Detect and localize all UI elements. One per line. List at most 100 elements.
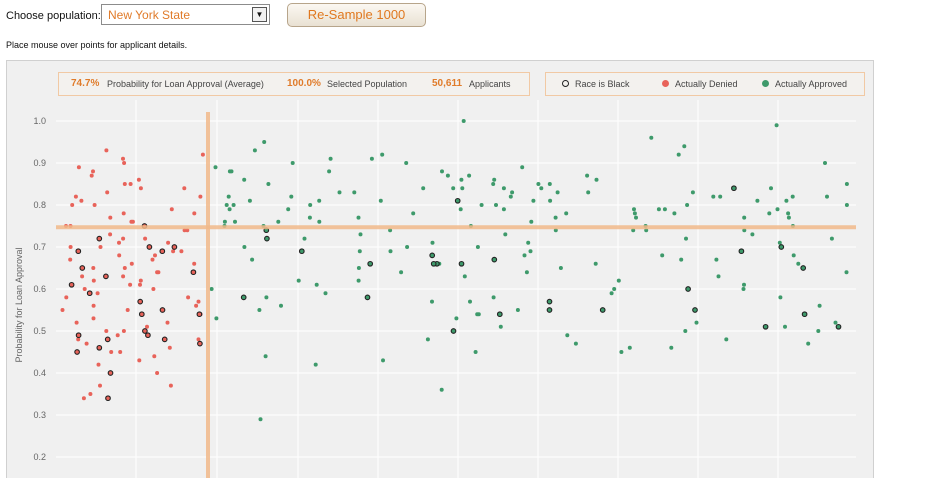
approved-point[interactable] bbox=[632, 211, 637, 216]
approved-point[interactable] bbox=[454, 316, 459, 321]
approved-point[interactable] bbox=[327, 169, 332, 174]
race-black-point[interactable] bbox=[75, 248, 82, 255]
approved-point[interactable] bbox=[616, 278, 621, 283]
denied-point[interactable] bbox=[108, 232, 113, 237]
approved-point[interactable] bbox=[411, 211, 416, 216]
approved-point[interactable] bbox=[226, 194, 231, 199]
approved-point[interactable] bbox=[369, 156, 374, 161]
approved-point[interactable] bbox=[526, 240, 531, 245]
approved-point[interactable] bbox=[767, 211, 772, 216]
denied-point[interactable] bbox=[138, 186, 143, 191]
approved-point[interactable] bbox=[676, 152, 681, 157]
denied-point[interactable] bbox=[192, 211, 197, 216]
race-black-point[interactable] bbox=[835, 323, 842, 330]
race-black-point[interactable] bbox=[546, 298, 553, 305]
denied-point[interactable] bbox=[198, 194, 203, 199]
race-black-point[interactable] bbox=[264, 235, 270, 242]
race-black-point[interactable] bbox=[96, 235, 103, 242]
approved-point[interactable] bbox=[460, 186, 465, 191]
approved-point[interactable] bbox=[796, 261, 801, 266]
approved-point[interactable] bbox=[520, 165, 525, 170]
approved-point[interactable] bbox=[672, 211, 677, 216]
approved-point[interactable] bbox=[683, 329, 688, 333]
approved-point[interactable] bbox=[774, 123, 779, 128]
race-black-point[interactable] bbox=[197, 340, 203, 347]
approved-point[interactable] bbox=[786, 211, 791, 216]
denied-point[interactable] bbox=[137, 358, 142, 363]
approved-point[interactable] bbox=[632, 207, 636, 212]
denied-point[interactable] bbox=[128, 282, 133, 287]
approved-point[interactable] bbox=[833, 320, 838, 325]
denied-point[interactable] bbox=[79, 198, 84, 203]
approved-point[interactable] bbox=[825, 194, 829, 199]
approved-point[interactable] bbox=[528, 249, 533, 254]
approved-point[interactable] bbox=[266, 182, 271, 186]
approved-point[interactable] bbox=[649, 135, 654, 140]
approved-point[interactable] bbox=[317, 198, 322, 203]
race-black-point[interactable] bbox=[762, 323, 769, 330]
approved-point[interactable] bbox=[498, 324, 503, 329]
denied-point[interactable] bbox=[151, 287, 156, 291]
approved-point[interactable] bbox=[262, 140, 267, 144]
denied-point[interactable] bbox=[128, 182, 133, 186]
denied-point[interactable] bbox=[196, 337, 201, 342]
denied-point[interactable] bbox=[179, 249, 184, 254]
approved-point[interactable] bbox=[685, 203, 690, 207]
denied-point[interactable] bbox=[73, 194, 78, 199]
denied-point[interactable] bbox=[104, 329, 109, 333]
approved-point[interactable] bbox=[425, 337, 430, 342]
approved-point[interactable] bbox=[492, 177, 497, 182]
approved-point[interactable] bbox=[553, 215, 558, 220]
approved-point[interactable] bbox=[352, 190, 357, 195]
race-black-point[interactable] bbox=[454, 197, 461, 204]
approved-point[interactable] bbox=[784, 198, 789, 203]
denied-point[interactable] bbox=[60, 308, 65, 312]
approved-point[interactable] bbox=[356, 266, 361, 270]
denied-point[interactable] bbox=[156, 270, 161, 275]
approved-point[interactable] bbox=[548, 198, 553, 203]
approved-point[interactable] bbox=[242, 177, 247, 182]
race-black-point[interactable] bbox=[429, 252, 436, 259]
denied-point[interactable] bbox=[145, 324, 149, 329]
approved-point[interactable] bbox=[742, 282, 746, 287]
race-black-point[interactable] bbox=[86, 290, 93, 297]
denied-point[interactable] bbox=[182, 186, 187, 191]
denied-point[interactable] bbox=[121, 274, 126, 279]
approved-point[interactable] bbox=[609, 291, 614, 296]
approved-point[interactable] bbox=[585, 173, 590, 178]
approved-point[interactable] bbox=[806, 341, 811, 346]
approved-point[interactable] bbox=[634, 215, 638, 220]
denied-point[interactable] bbox=[125, 308, 130, 312]
denied-point[interactable] bbox=[105, 190, 110, 195]
approved-point[interactable] bbox=[227, 207, 232, 212]
approved-point[interactable] bbox=[276, 219, 281, 224]
approved-point[interactable] bbox=[612, 287, 617, 291]
denied-point[interactable] bbox=[122, 182, 127, 186]
approved-point[interactable] bbox=[231, 203, 236, 207]
approved-point[interactable] bbox=[844, 182, 849, 186]
denied-point[interactable] bbox=[68, 257, 73, 262]
denied-point[interactable] bbox=[200, 152, 205, 157]
denied-point[interactable] bbox=[91, 278, 96, 283]
approved-point[interactable] bbox=[467, 173, 472, 178]
approved-point[interactable] bbox=[741, 287, 746, 291]
race-black-point[interactable] bbox=[105, 395, 111, 402]
approved-point[interactable] bbox=[290, 161, 295, 165]
approved-point[interactable] bbox=[459, 177, 464, 182]
race-black-point[interactable] bbox=[104, 336, 111, 343]
race-black-point[interactable] bbox=[364, 294, 371, 301]
approved-point[interactable] bbox=[296, 278, 301, 283]
approved-point[interactable] bbox=[289, 194, 294, 199]
approved-point[interactable] bbox=[378, 198, 383, 203]
approved-point[interactable] bbox=[522, 253, 527, 258]
denied-point[interactable] bbox=[165, 320, 170, 325]
denied-point[interactable] bbox=[152, 354, 157, 359]
race-black-point[interactable] bbox=[142, 328, 148, 334]
approved-point[interactable] bbox=[555, 190, 560, 195]
denied-point[interactable] bbox=[121, 329, 126, 333]
denied-point[interactable] bbox=[109, 350, 114, 354]
denied-point[interactable] bbox=[91, 266, 96, 270]
denied-point[interactable] bbox=[82, 287, 87, 291]
approved-point[interactable] bbox=[388, 249, 393, 254]
